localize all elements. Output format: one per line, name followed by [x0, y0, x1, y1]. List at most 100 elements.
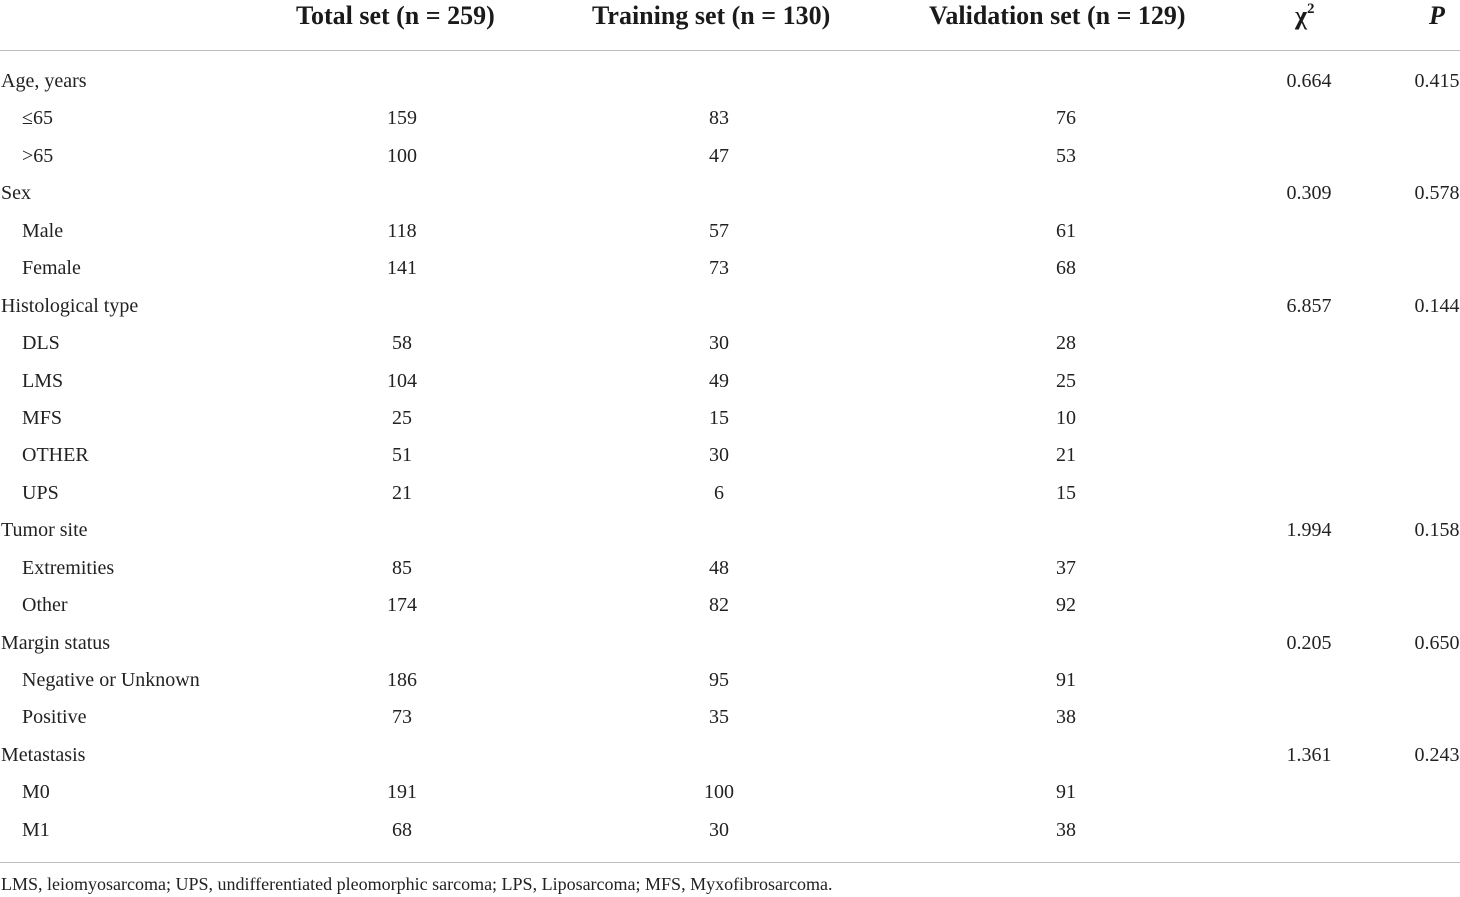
- row-group-label: Sex: [1, 182, 31, 205]
- row-sublabel: M0: [22, 781, 50, 804]
- header-validation-set: Validation set (n = 129): [929, 1, 1186, 30]
- row-sublabel: Extremities: [22, 556, 115, 579]
- cell-total: 186: [387, 669, 417, 691]
- cell-p-value: 0.158: [1414, 519, 1460, 542]
- table-row: Margin status 0.205 0.650: [0, 625, 1460, 662]
- cell-training: 57: [709, 219, 729, 242]
- cell-validation: 10: [1056, 406, 1076, 429]
- cell-training: 30: [709, 444, 729, 467]
- table-row: Female 141 73 68: [0, 250, 1460, 287]
- row-sublabel: Positive: [22, 706, 87, 729]
- cell-chi-square: 0.205: [1286, 631, 1332, 654]
- cell-training: 95: [709, 669, 729, 691]
- table-row: Negative or Unknown 186 95 91: [0, 662, 1460, 699]
- row-sublabel: DLS: [22, 332, 60, 355]
- row-sublabel: ≤65: [22, 107, 53, 130]
- cell-training: 30: [709, 332, 729, 355]
- cell-chi-square: 6.857: [1286, 294, 1332, 317]
- table-row: M0 191 100 91: [0, 774, 1460, 811]
- cell-total: 118: [387, 219, 417, 242]
- row-group-label: Margin status: [1, 631, 111, 654]
- row-sublabel: LMS: [22, 369, 64, 392]
- table-row: Positive 73 35 38: [0, 699, 1460, 736]
- table-row: Histological type 6.857 0.144: [0, 288, 1460, 325]
- table-row: Male 118 57 61: [0, 213, 1460, 250]
- table-row: DLS 58 30 28: [0, 325, 1460, 362]
- table-row: Metastasis 1.361 0.243: [0, 737, 1460, 774]
- cell-validation: 21: [1056, 444, 1076, 467]
- cell-validation: 68: [1056, 257, 1076, 280]
- table-row: MFS 25 15 10: [0, 400, 1460, 437]
- cell-validation: 91: [1056, 781, 1076, 804]
- cell-training: 30: [709, 818, 729, 841]
- footer-divider: [0, 862, 1460, 863]
- header-chi-symbol: χ: [1295, 1, 1308, 30]
- cell-validation: 76: [1056, 107, 1076, 130]
- cell-validation: 25: [1056, 369, 1076, 392]
- table-row: Sex 0.309 0.578: [0, 175, 1460, 212]
- cell-total: 68: [392, 818, 412, 841]
- table-row: ≤65 159 83 76: [0, 100, 1460, 137]
- row-group-label: Metastasis: [1, 743, 86, 766]
- table-row: M1 68 30 38: [0, 812, 1460, 849]
- cell-training: 73: [709, 257, 729, 280]
- header-total-set: Total set (n = 259): [296, 1, 495, 30]
- cell-validation: 61: [1056, 219, 1076, 242]
- cell-validation: 91: [1056, 669, 1076, 691]
- cell-validation: 37: [1056, 556, 1076, 579]
- cell-p-value: 0.243: [1414, 743, 1460, 766]
- row-sublabel: M1: [22, 818, 50, 841]
- cell-validation: 92: [1056, 594, 1076, 617]
- cell-chi-square: 0.664: [1286, 70, 1332, 92]
- cell-total: 25: [392, 406, 412, 429]
- row-group-label: Histological type: [1, 294, 139, 317]
- row-sublabel: Male: [22, 219, 64, 242]
- table-row: Age, years 0.664 0.415: [0, 63, 1460, 100]
- cell-validation: 15: [1056, 481, 1076, 504]
- cell-total: 51: [392, 444, 412, 467]
- cell-training: 100: [704, 781, 734, 804]
- cell-total: 191: [387, 781, 417, 804]
- table-row: >65 100 47 53: [0, 138, 1460, 175]
- cell-total: 159: [387, 107, 417, 130]
- header-chi-square: χ2: [1295, 0, 1315, 36]
- row-group-label: Tumor site: [1, 519, 88, 542]
- row-sublabel: UPS: [22, 481, 59, 504]
- cell-validation: 38: [1056, 706, 1076, 729]
- cell-p-value: 0.144: [1414, 294, 1460, 317]
- row-group-label: Age, years: [1, 70, 87, 92]
- row-sublabel: Other: [22, 594, 68, 617]
- cell-validation: 28: [1056, 332, 1076, 355]
- cell-training: 35: [709, 706, 729, 729]
- cell-training: 6: [714, 481, 724, 504]
- table-row: Extremities 85 48 37: [0, 550, 1460, 587]
- table-footnote: LMS, leiomyosarcoma; UPS, undifferentiat…: [1, 874, 833, 894]
- row-sublabel: OTHER: [22, 444, 89, 467]
- cell-total: 73: [392, 706, 412, 729]
- cell-total: 58: [392, 332, 412, 355]
- cell-training: 15: [709, 406, 729, 429]
- cell-total: 104: [387, 369, 417, 392]
- table-row: UPS 21 6 15: [0, 475, 1460, 512]
- cell-p-value: 0.578: [1414, 182, 1460, 205]
- table-row: OTHER 51 30 21: [0, 437, 1460, 474]
- header-p-value: P: [1429, 1, 1445, 30]
- table-header-row: Total set (n = 259) Training set (n = 13…: [0, 0, 1460, 36]
- cell-chi-square: 1.994: [1286, 519, 1332, 542]
- cell-training: 48: [709, 556, 729, 579]
- cell-total: 100: [387, 144, 417, 167]
- cell-total: 21: [392, 481, 412, 504]
- row-sublabel: Negative or Unknown: [22, 669, 200, 691]
- table-row: Tumor site 1.994 0.158: [0, 512, 1460, 549]
- cell-validation: 53: [1056, 144, 1076, 167]
- cell-chi-square: 0.309: [1286, 182, 1332, 205]
- cell-p-value: 0.650: [1414, 631, 1460, 654]
- header-training-set: Training set (n = 130): [592, 1, 831, 30]
- cell-p-value: 0.415: [1414, 70, 1460, 92]
- row-sublabel: Female: [22, 257, 81, 280]
- cell-total: 174: [387, 594, 417, 617]
- row-sublabel: MFS: [22, 406, 63, 429]
- header-chi-superscript: 2: [1307, 1, 1315, 17]
- cell-training: 83: [709, 107, 729, 130]
- cell-training: 82: [709, 594, 729, 617]
